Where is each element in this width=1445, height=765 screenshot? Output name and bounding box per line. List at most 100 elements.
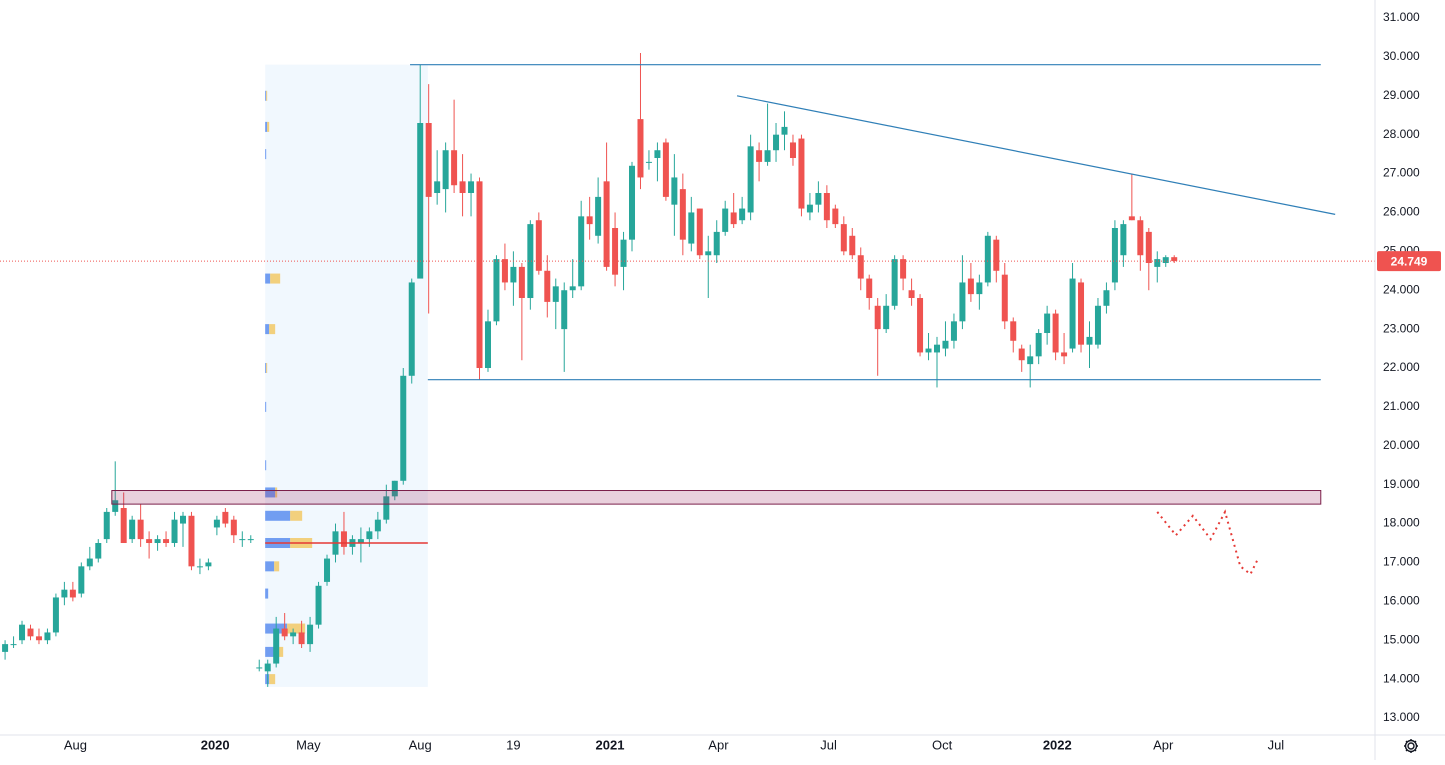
settings-icon-center (1407, 742, 1415, 750)
candle-body (230, 519, 237, 536)
candle-body (569, 286, 576, 291)
candle-body (434, 181, 441, 194)
y-tick-label: 30.000 (1383, 49, 1420, 63)
candle-body (400, 375, 407, 481)
candle-body (383, 496, 390, 520)
candle-body (950, 321, 957, 341)
candle-body (705, 251, 712, 256)
candle-body (408, 282, 415, 376)
candle-body (832, 208, 839, 225)
candle-body (459, 181, 466, 194)
candle-body (688, 212, 695, 244)
candle-body (205, 562, 212, 567)
candle-body (1111, 228, 1118, 283)
x-tick-label: Aug (409, 737, 432, 752)
x-tick-label: Jul (820, 737, 837, 752)
candle-body (662, 142, 669, 197)
candle-body (501, 259, 508, 283)
candle-body (179, 515, 186, 524)
candle-body (891, 259, 898, 306)
candle-body (1010, 321, 1017, 341)
candle-body (120, 508, 127, 544)
candle-body (451, 150, 458, 186)
candles (2, 53, 1178, 687)
x-tick-label: Apr (708, 737, 729, 752)
candle-body (976, 282, 983, 295)
candle-body (595, 196, 602, 236)
y-tick-label: 26.000 (1383, 205, 1420, 219)
candle-body (586, 216, 593, 225)
x-tick-label: Aug (64, 737, 87, 752)
candle-body (86, 558, 93, 567)
candle-body (578, 216, 585, 287)
candle-body (493, 259, 500, 322)
candle-body (629, 165, 636, 240)
candle-body (137, 519, 144, 540)
y-tick-label: 13.000 (1383, 710, 1420, 724)
volume-buy (265, 121, 268, 132)
candle-body (1018, 348, 1025, 361)
candle-body (484, 321, 491, 369)
candle-body (1094, 305, 1101, 345)
candle-body (739, 208, 746, 221)
candle-body (315, 585, 322, 625)
candle-body (747, 146, 754, 213)
candle-body (10, 644, 17, 646)
y-tick-label: 15.000 (1383, 632, 1420, 646)
volume-buy (265, 646, 276, 657)
candle-body (984, 235, 991, 283)
candle-body (544, 270, 551, 302)
volume-sell (266, 90, 268, 101)
trend-line (736, 95, 1336, 215)
y-tick-label: 31.000 (1383, 10, 1420, 24)
x-tick-label: 19 (506, 737, 520, 752)
y-tick-label: 18.000 (1383, 516, 1420, 530)
volume-sell (269, 674, 276, 685)
candle-body (281, 628, 288, 637)
candle-body (874, 305, 881, 330)
candle-body (340, 531, 347, 547)
candle-body (374, 519, 381, 532)
volume-buy (265, 561, 275, 572)
candle-body (154, 539, 161, 544)
candle-body (1052, 313, 1059, 353)
candle-body (247, 539, 254, 541)
candle-body (112, 500, 119, 512)
candle-body (900, 259, 907, 279)
candle-body (1086, 336, 1093, 345)
candle-body (1154, 259, 1161, 267)
candle-body (1001, 274, 1008, 322)
candle-body (1128, 216, 1135, 221)
candle-body (366, 531, 373, 540)
candle-body (917, 298, 924, 353)
candle-body (1171, 257, 1178, 262)
volume-buy (265, 588, 269, 599)
candle-body (637, 119, 644, 178)
volume-buy (265, 273, 271, 284)
candle-body (967, 278, 974, 295)
candle-body (69, 589, 76, 598)
candle-body (561, 290, 568, 330)
candle-body (298, 632, 305, 645)
candle-body (35, 636, 42, 641)
candle-body (849, 235, 856, 256)
volume-sell (266, 363, 268, 374)
candle-body (1103, 290, 1110, 306)
candle-body (1120, 224, 1127, 256)
candle-body (535, 220, 542, 271)
x-tick-label: Oct (932, 737, 953, 752)
volume-buy (265, 363, 267, 374)
candle-body (78, 566, 85, 594)
candle-body (806, 204, 813, 213)
candle-body (324, 558, 331, 582)
candle-body (603, 181, 610, 267)
x-tick-label: 2021 (596, 737, 625, 752)
candle-body (552, 286, 559, 302)
candle-body (1035, 333, 1042, 357)
y-tick-label: 21.000 (1383, 399, 1420, 413)
candle-body (1078, 282, 1085, 345)
settings-icon[interactable] (1404, 739, 1418, 753)
candle-body (925, 348, 932, 353)
candle-body (213, 519, 220, 528)
